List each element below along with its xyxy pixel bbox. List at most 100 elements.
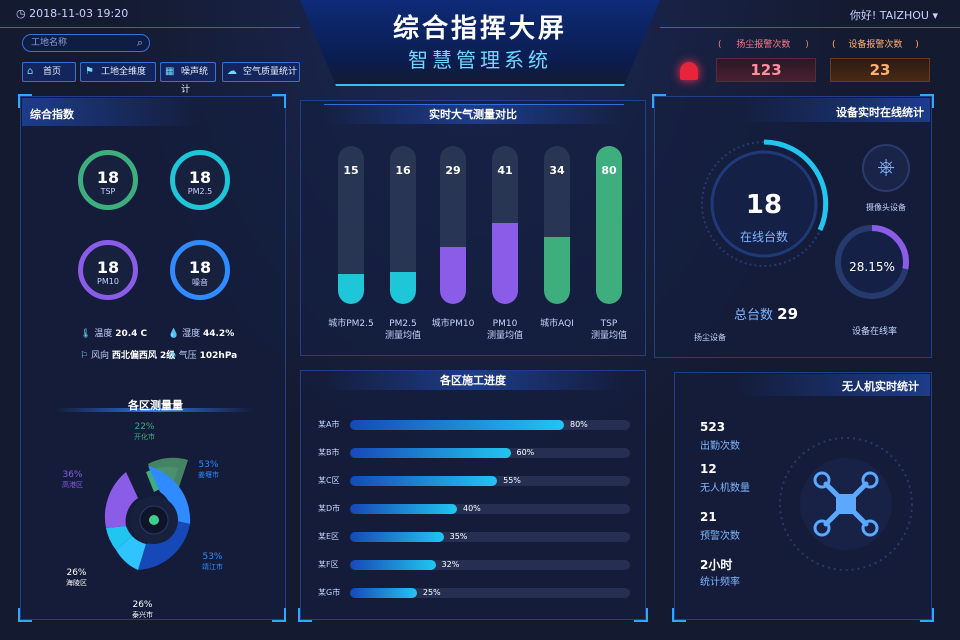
- progress-fill: [350, 448, 511, 458]
- label-taixing: 26% 泰兴市: [132, 600, 153, 619]
- progress-track: [350, 588, 630, 598]
- bar-category-label: 城市PM10: [431, 319, 475, 329]
- panel-corner: [920, 608, 934, 622]
- camera-icon: ⎈: [862, 144, 910, 192]
- slice-jingjiang: [138, 520, 190, 570]
- bar-3: [492, 146, 518, 304]
- bar-fill: [390, 272, 416, 304]
- gauge-label: 噪音: [192, 278, 208, 287]
- bar-value-label: 80: [601, 164, 617, 177]
- page-subtitle: 智慧管理系统: [408, 48, 552, 72]
- bar-category-label: PM10 测量均值: [486, 319, 523, 341]
- bar-fill: [544, 236, 570, 304]
- search-input[interactable]: 工地名称 ⌕: [22, 34, 150, 52]
- gauge-value: 18: [188, 258, 212, 277]
- device-alarm-count: 23: [830, 58, 930, 82]
- stat-frequency-value: 2小时: [700, 558, 733, 572]
- total-count: 总台数 29: [734, 305, 799, 323]
- online-count-label: 在线台数: [739, 230, 788, 244]
- datetime-text: 2018-11-03 19:20: [29, 7, 129, 20]
- nav-site-button[interactable]: ⚑ 工地全维度: [80, 62, 156, 82]
- progress-header-bar: [324, 370, 624, 390]
- progress-row-label: 某A市: [318, 420, 340, 429]
- dust-alarm-count: 123: [716, 58, 816, 82]
- label-hailing: 26% 海陵区: [66, 568, 87, 587]
- search-icon[interactable]: ⌕: [136, 36, 143, 49]
- slice-taixing: [116, 536, 146, 570]
- building-icon: ▦: [165, 66, 175, 77]
- progress-row-label: 某F区: [318, 560, 339, 569]
- drone-panel-title: 无人机实时统计: [842, 380, 919, 393]
- datetime: ◷ 2018-11-03 19:20: [16, 7, 128, 20]
- bar-category-label: 城市PM2.5: [328, 319, 374, 329]
- progress-track: [350, 448, 630, 458]
- districts-header-rule: [54, 408, 254, 412]
- bar-5: [596, 146, 622, 304]
- progress-track: [350, 560, 630, 570]
- progress-value: 80%: [570, 420, 588, 429]
- progress-value: 35%: [449, 532, 468, 541]
- progress-fill: [350, 588, 417, 598]
- siren-icon: [680, 62, 698, 80]
- air-panel-title: 实时大气测量对比: [429, 108, 517, 121]
- panel-corner: [272, 94, 286, 108]
- bar-4: [544, 146, 570, 304]
- panel-corner: [672, 608, 686, 622]
- progress-fill: [350, 504, 457, 514]
- stat-drone-count-label: 无人机数量: [700, 483, 750, 494]
- title-plate: [300, 0, 660, 86]
- air-header-bar: [324, 104, 624, 124]
- progress-value: 55%: [503, 476, 521, 485]
- gauge-value: 18: [96, 168, 120, 187]
- label-kaihua: 22% 开化市: [134, 422, 155, 441]
- panel-corner: [18, 94, 32, 108]
- chevron-down-icon: ▾: [932, 9, 938, 22]
- nav-noise-button[interactable]: ▦ 噪声统计: [160, 62, 216, 95]
- bar-1: [390, 146, 416, 304]
- site-icon: ⚑: [85, 66, 94, 77]
- bar-fill: [440, 246, 466, 304]
- panel-corner: [652, 94, 666, 108]
- bar-fill: [338, 274, 364, 304]
- panel-corner: [920, 94, 934, 108]
- bar-value-label: 16: [395, 164, 411, 177]
- bar-0: [338, 146, 364, 304]
- gauge-label: TSP: [100, 187, 116, 196]
- progress-row-label: 某D市: [318, 504, 341, 513]
- progress-value: 40%: [463, 504, 481, 513]
- bar-fill: [596, 146, 622, 304]
- progress-track: [350, 420, 630, 430]
- user-menu[interactable]: 你好! TAIZHOU ▾: [850, 7, 938, 23]
- bar-value-label: 34: [549, 164, 565, 177]
- progress-value: 60%: [516, 448, 535, 457]
- bar-value-label: 29: [445, 164, 461, 177]
- rose-center-dot: [149, 515, 159, 525]
- stat-sorties-value: 523: [700, 420, 726, 434]
- gauge-tsp: 18 TSP: [78, 150, 138, 210]
- label-jingjiang: 53% 靖江市: [202, 552, 223, 571]
- device-panel-title: 设备实时在线统计: [836, 106, 924, 119]
- progress-track: [350, 504, 630, 514]
- bar-category-label: 城市AQI: [540, 319, 574, 329]
- drone-header-bar: [736, 374, 930, 396]
- progress-fill: [350, 476, 498, 486]
- gauge-label: PM10: [97, 277, 119, 286]
- panel-corner: [18, 608, 32, 622]
- nav-home-button[interactable]: ⌂ 首页: [22, 62, 76, 82]
- slice-hailing: [106, 526, 132, 550]
- clock-icon: ◷: [16, 7, 26, 20]
- progress-fill: [350, 420, 564, 430]
- nav-air-button[interactable]: ☁ 空气质量统计: [222, 62, 300, 82]
- progress-fill: [350, 532, 444, 542]
- panel-corner: [298, 608, 312, 622]
- nav-label: 首页: [43, 67, 62, 77]
- greeting-text: 你好! TAIZHOU: [849, 9, 929, 22]
- panel-corner: [272, 608, 286, 622]
- device-header-bar: [736, 98, 930, 122]
- gauge-noise: 18 噪音: [170, 240, 230, 300]
- index-panel-title: 综合指数: [30, 108, 74, 121]
- bar-fill: [492, 223, 518, 304]
- progress-row-label: 某E区: [318, 532, 340, 541]
- progress-row-label: 某C区: [318, 476, 340, 485]
- gauge-pm25: 18 PM2.5: [170, 150, 230, 210]
